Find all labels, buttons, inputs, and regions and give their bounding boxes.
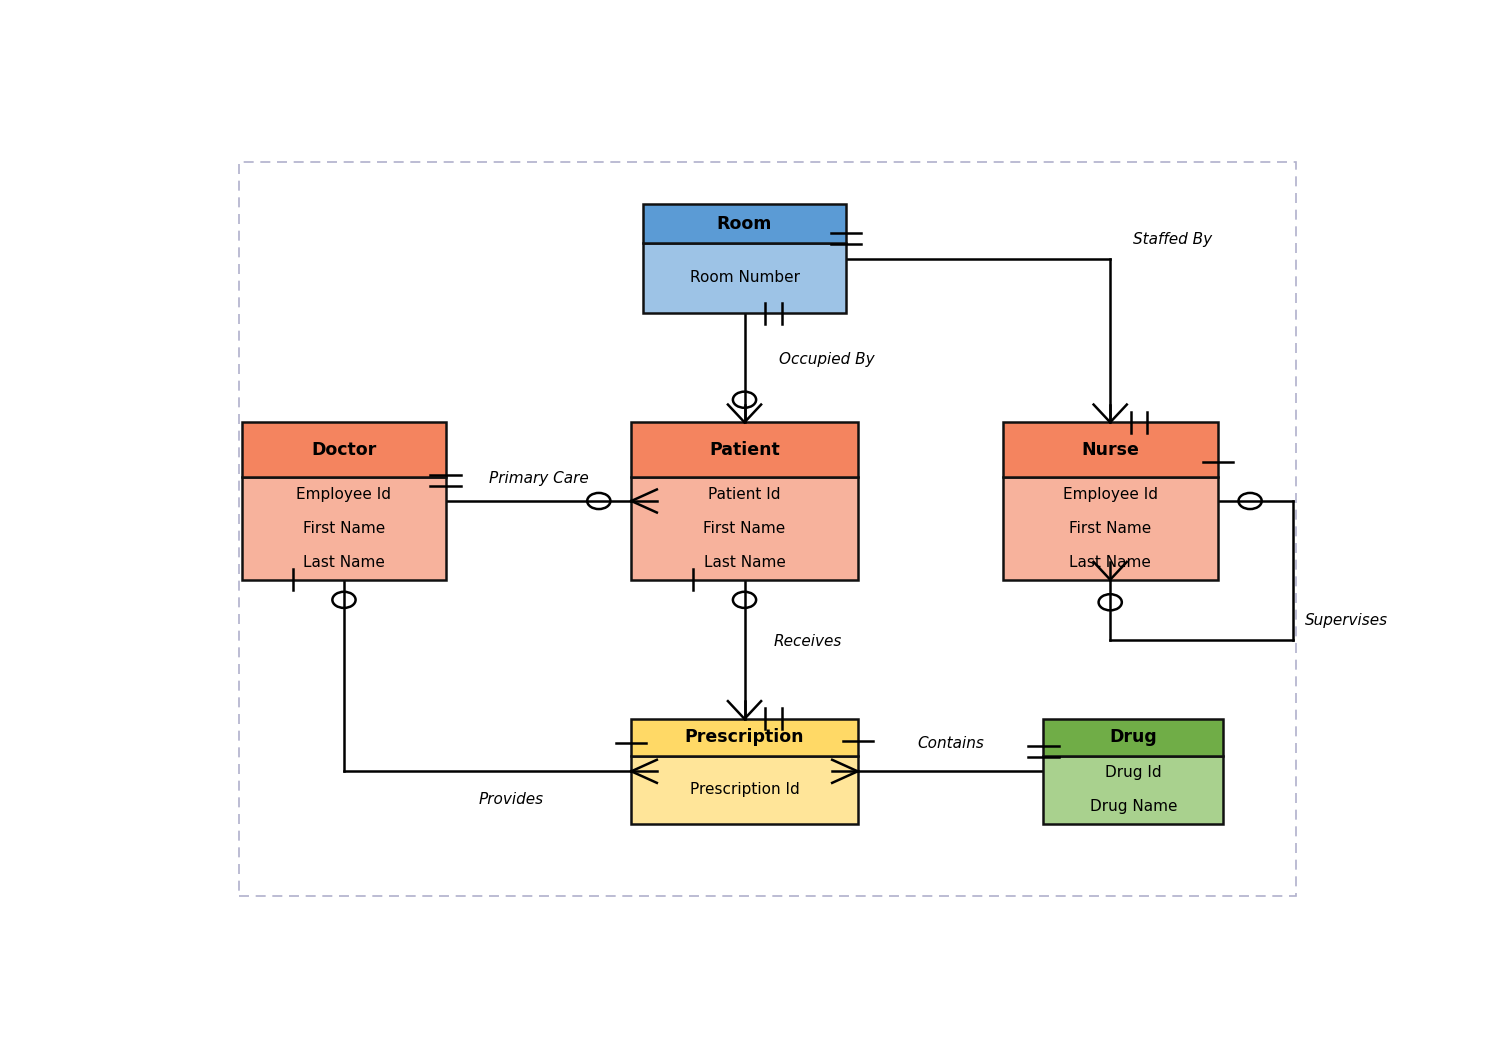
Text: Supervises: Supervises <box>1305 613 1387 628</box>
Text: Last Name: Last Name <box>704 555 785 570</box>
Text: Last Name: Last Name <box>303 555 385 570</box>
Text: Drug: Drug <box>1110 728 1158 746</box>
Text: Patient: Patient <box>709 441 780 459</box>
Text: Primary Care: Primary Care <box>488 472 589 486</box>
FancyBboxPatch shape <box>631 478 858 580</box>
FancyBboxPatch shape <box>1002 478 1218 580</box>
FancyBboxPatch shape <box>1044 719 1224 756</box>
Text: Nurse: Nurse <box>1082 441 1138 459</box>
FancyBboxPatch shape <box>243 422 445 478</box>
Text: Contains: Contains <box>917 736 984 751</box>
Text: Staffed By: Staffed By <box>1134 232 1212 247</box>
Text: First Name: First Name <box>704 521 785 536</box>
FancyBboxPatch shape <box>631 422 858 478</box>
Text: First Name: First Name <box>303 521 385 536</box>
FancyBboxPatch shape <box>631 719 858 756</box>
Text: Prescription Id: Prescription Id <box>689 782 800 798</box>
Text: Room Number: Room Number <box>689 270 800 285</box>
Text: Drug Name: Drug Name <box>1089 800 1177 814</box>
Text: Employee Id: Employee Id <box>297 487 391 502</box>
Text: Employee Id: Employee Id <box>1062 487 1158 502</box>
Text: Drug Id: Drug Id <box>1106 765 1162 780</box>
Text: Last Name: Last Name <box>1070 555 1150 570</box>
FancyBboxPatch shape <box>643 242 846 313</box>
FancyBboxPatch shape <box>631 756 858 824</box>
Text: Doctor: Doctor <box>312 441 376 459</box>
FancyBboxPatch shape <box>1002 422 1218 478</box>
Text: Provides: Provides <box>478 791 544 807</box>
FancyBboxPatch shape <box>1044 756 1224 824</box>
FancyBboxPatch shape <box>243 478 445 580</box>
FancyBboxPatch shape <box>643 204 846 242</box>
Text: Occupied By: Occupied By <box>779 352 875 367</box>
Text: Receives: Receives <box>773 634 842 649</box>
Text: Room: Room <box>718 215 771 233</box>
Text: Prescription: Prescription <box>685 728 804 746</box>
Text: First Name: First Name <box>1070 521 1152 536</box>
Text: Patient Id: Patient Id <box>709 487 780 502</box>
